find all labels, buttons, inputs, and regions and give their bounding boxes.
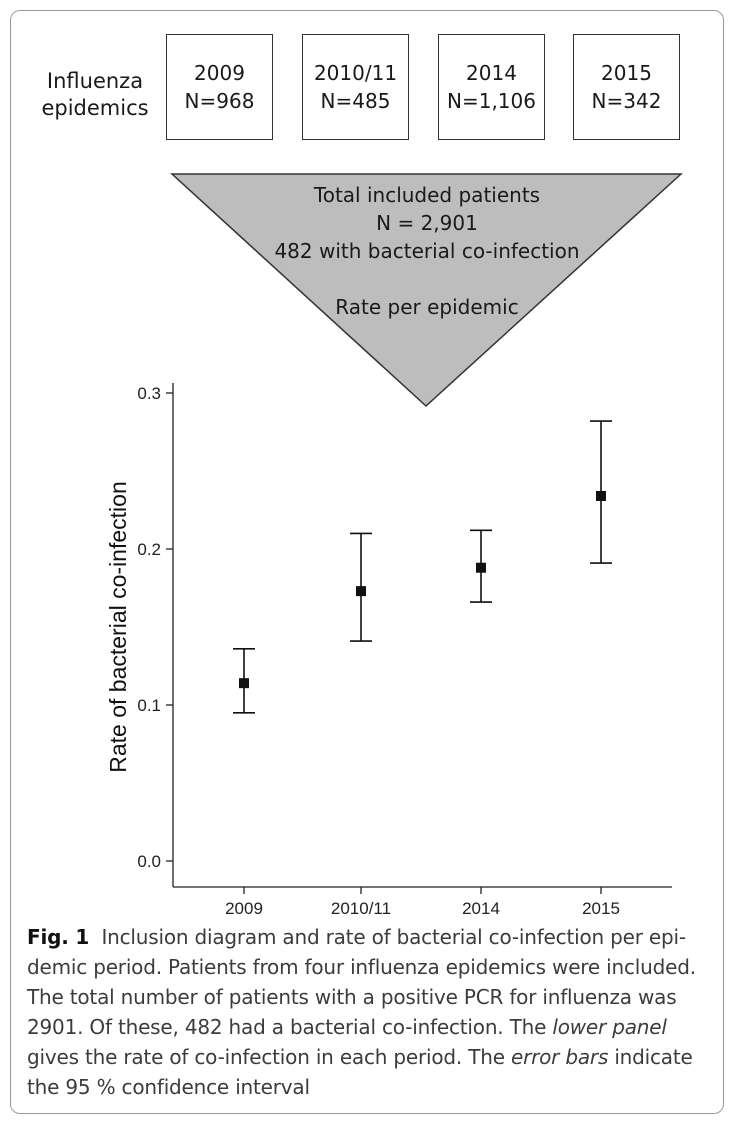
funnel-triangle: [170, 173, 683, 408]
funnel-total-count: N = 2,901: [376, 211, 478, 235]
funnel-total-label: Total included patients: [313, 183, 541, 207]
y-tick-label: 0.2: [137, 540, 161, 559]
figure-caption: Fig. 1 Inclusion diagram and rate of bac…: [27, 922, 707, 1102]
data-point-2014: [476, 562, 486, 573]
epidemic-box-2009: 2009 N=968: [166, 34, 273, 140]
epidemic-year: 2010/11: [313, 61, 398, 85]
caption-text-1: Inclusion diagram and rate of bacterial …: [27, 925, 696, 1039]
epidemic-count: N=485: [320, 89, 391, 113]
caption-emphasis-1: lower panel: [552, 1015, 667, 1039]
chart-marks: [233, 420, 612, 714]
y-axis-label: Rate of bacterial co-infection: [105, 481, 131, 773]
epidemic-count: N=968: [184, 89, 255, 113]
funnel-rate-label: Rate per epidemic: [335, 295, 519, 319]
caption-text-3: indicate the 95 % confidence interval: [27, 1045, 693, 1099]
epidemic-count: N=342: [591, 89, 662, 113]
x-tick-label: 2014: [462, 899, 500, 918]
x-tick-label: 2015: [582, 899, 620, 918]
epidemic-year: 2014: [466, 61, 517, 85]
row-label-line-2: epidemics: [41, 96, 149, 120]
data-point-2015: [596, 490, 606, 501]
epidemic-box-2010-11: 2010/11 N=485: [302, 34, 409, 140]
x-tick-label: 2009: [225, 899, 263, 918]
caption-text-2: gives the rate of co-infection in each p…: [27, 1045, 511, 1069]
y-tick-label: 0.1: [137, 696, 161, 715]
data-point-2010/11: [356, 586, 366, 597]
epidemic-box-2014: 2014 N=1,106: [438, 34, 545, 140]
epidemic-year: 2009: [194, 61, 245, 85]
epidemic-year: 2015: [601, 61, 652, 85]
y-tick-label: 0.3: [137, 384, 161, 403]
chart-axes: 0.0 0.1 0.2 0.3 2009 2010/11 2014 2015: [137, 383, 672, 918]
caption-figure-label: Fig. 1: [27, 925, 90, 949]
epidemic-box-2015: 2015 N=342: [573, 34, 680, 140]
funnel-coinfection-count: 482 with bacterial co-infection: [274, 239, 580, 263]
epidemic-count: N=1,106: [447, 89, 536, 113]
y-tick-label: 0.0: [137, 852, 161, 871]
caption-emphasis-2: error bars: [511, 1045, 609, 1069]
row-label-line-1: Influenza: [46, 69, 144, 93]
data-point-2009: [239, 678, 249, 689]
x-tick-label: 2010/11: [331, 899, 391, 918]
epidemics-row-label: Influenza epidemics: [40, 68, 150, 122]
